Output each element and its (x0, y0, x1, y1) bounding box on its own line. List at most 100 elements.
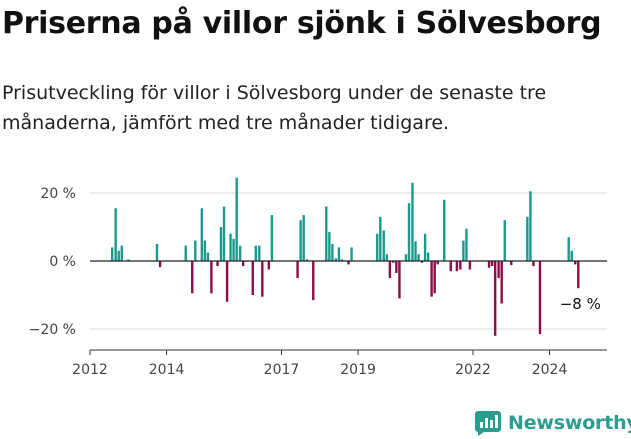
bar (392, 261, 395, 263)
bar (382, 230, 385, 261)
bar (414, 241, 417, 261)
chart-subtitle: Prisutveckling för villor i Sölvesborg u… (2, 82, 547, 134)
x-tick-label: 2022 (455, 362, 491, 378)
bar (350, 247, 353, 261)
bar (497, 261, 500, 278)
bar (222, 206, 226, 261)
bar (538, 261, 542, 335)
bar (340, 259, 344, 261)
bar (459, 261, 462, 270)
bar (532, 261, 535, 267)
bar (455, 261, 459, 272)
y-tick-label: −20 % (29, 322, 76, 338)
annotations: −8 % (560, 295, 601, 313)
bar (376, 233, 379, 261)
bar (216, 261, 219, 267)
bar (210, 261, 213, 294)
bar (203, 240, 207, 261)
x-tick-label: 2014 (149, 362, 185, 378)
bar (155, 244, 159, 261)
bar (379, 216, 382, 261)
bar (267, 261, 271, 270)
bar (449, 261, 452, 272)
bar (232, 238, 235, 261)
chart-bubble-icon (475, 411, 501, 436)
bar (305, 259, 309, 261)
bar (487, 261, 491, 268)
bar (302, 215, 305, 261)
x-axis: 2012 2014 2017 2019 2022 2024 (72, 349, 607, 378)
x-tick-label: 2019 (340, 362, 376, 378)
bar (328, 232, 331, 261)
bar (404, 254, 408, 261)
bar (111, 247, 114, 261)
bar (251, 261, 254, 295)
bar (334, 258, 338, 261)
bar (241, 261, 245, 267)
bar (229, 233, 232, 261)
brand-name: Newsworthy (508, 412, 631, 434)
bar (426, 252, 430, 261)
y-tick-label: 20 % (40, 186, 76, 202)
bar (407, 203, 411, 261)
bar (235, 177, 238, 261)
bar (570, 250, 573, 261)
bar (194, 240, 197, 261)
bar (299, 220, 302, 261)
x-tick-label: 2012 (72, 362, 108, 378)
bar (433, 261, 436, 294)
bar (191, 261, 194, 294)
newsworthy-logo: Newsworthy (474, 408, 631, 438)
bar (465, 228, 468, 261)
bar (577, 261, 580, 289)
bars (90, 177, 607, 336)
bar (395, 261, 398, 273)
bar (430, 261, 433, 297)
y-axis: 20 % 0 % −20 % (29, 186, 76, 338)
bar (127, 259, 130, 261)
bar (325, 206, 328, 261)
bar (114, 208, 117, 261)
bar (398, 261, 401, 299)
bar (296, 261, 299, 278)
x-tick-label: 2024 (532, 362, 568, 378)
bar (526, 216, 529, 261)
bar (493, 261, 497, 336)
bar (574, 261, 577, 265)
bar (184, 245, 187, 261)
bar (117, 250, 120, 261)
gridlines (90, 192, 607, 330)
y-tick-label: 0 % (49, 254, 76, 270)
bar (423, 233, 427, 261)
bar (238, 245, 242, 261)
bar (258, 245, 261, 261)
bar (500, 261, 503, 304)
bar (436, 261, 439, 265)
bar (347, 261, 350, 265)
bar (417, 254, 420, 261)
bar (331, 244, 334, 261)
bar (567, 237, 570, 261)
bar (420, 261, 424, 263)
bar (225, 261, 229, 302)
bar (443, 199, 446, 261)
bar (206, 252, 210, 261)
bar (219, 227, 223, 261)
bar (529, 191, 532, 261)
bar (490, 261, 494, 267)
bar (388, 261, 392, 278)
chart-title: Priserna på villor sjönk i Sölvesborg (2, 6, 602, 41)
bar (312, 261, 315, 301)
bar (337, 247, 341, 261)
bar (385, 254, 388, 261)
bar (200, 208, 204, 261)
last-value-label: −8 % (560, 295, 601, 313)
bar (120, 245, 123, 261)
bar (411, 182, 414, 261)
bar (270, 215, 274, 261)
bar (158, 261, 162, 268)
bar (468, 261, 472, 270)
bar-chart: 20 % 0 % −20 % 2012 2014 2017 2019 2022 2024 −8… (29, 177, 607, 378)
x-tick-label: 2017 (264, 362, 300, 378)
bar (261, 261, 264, 297)
